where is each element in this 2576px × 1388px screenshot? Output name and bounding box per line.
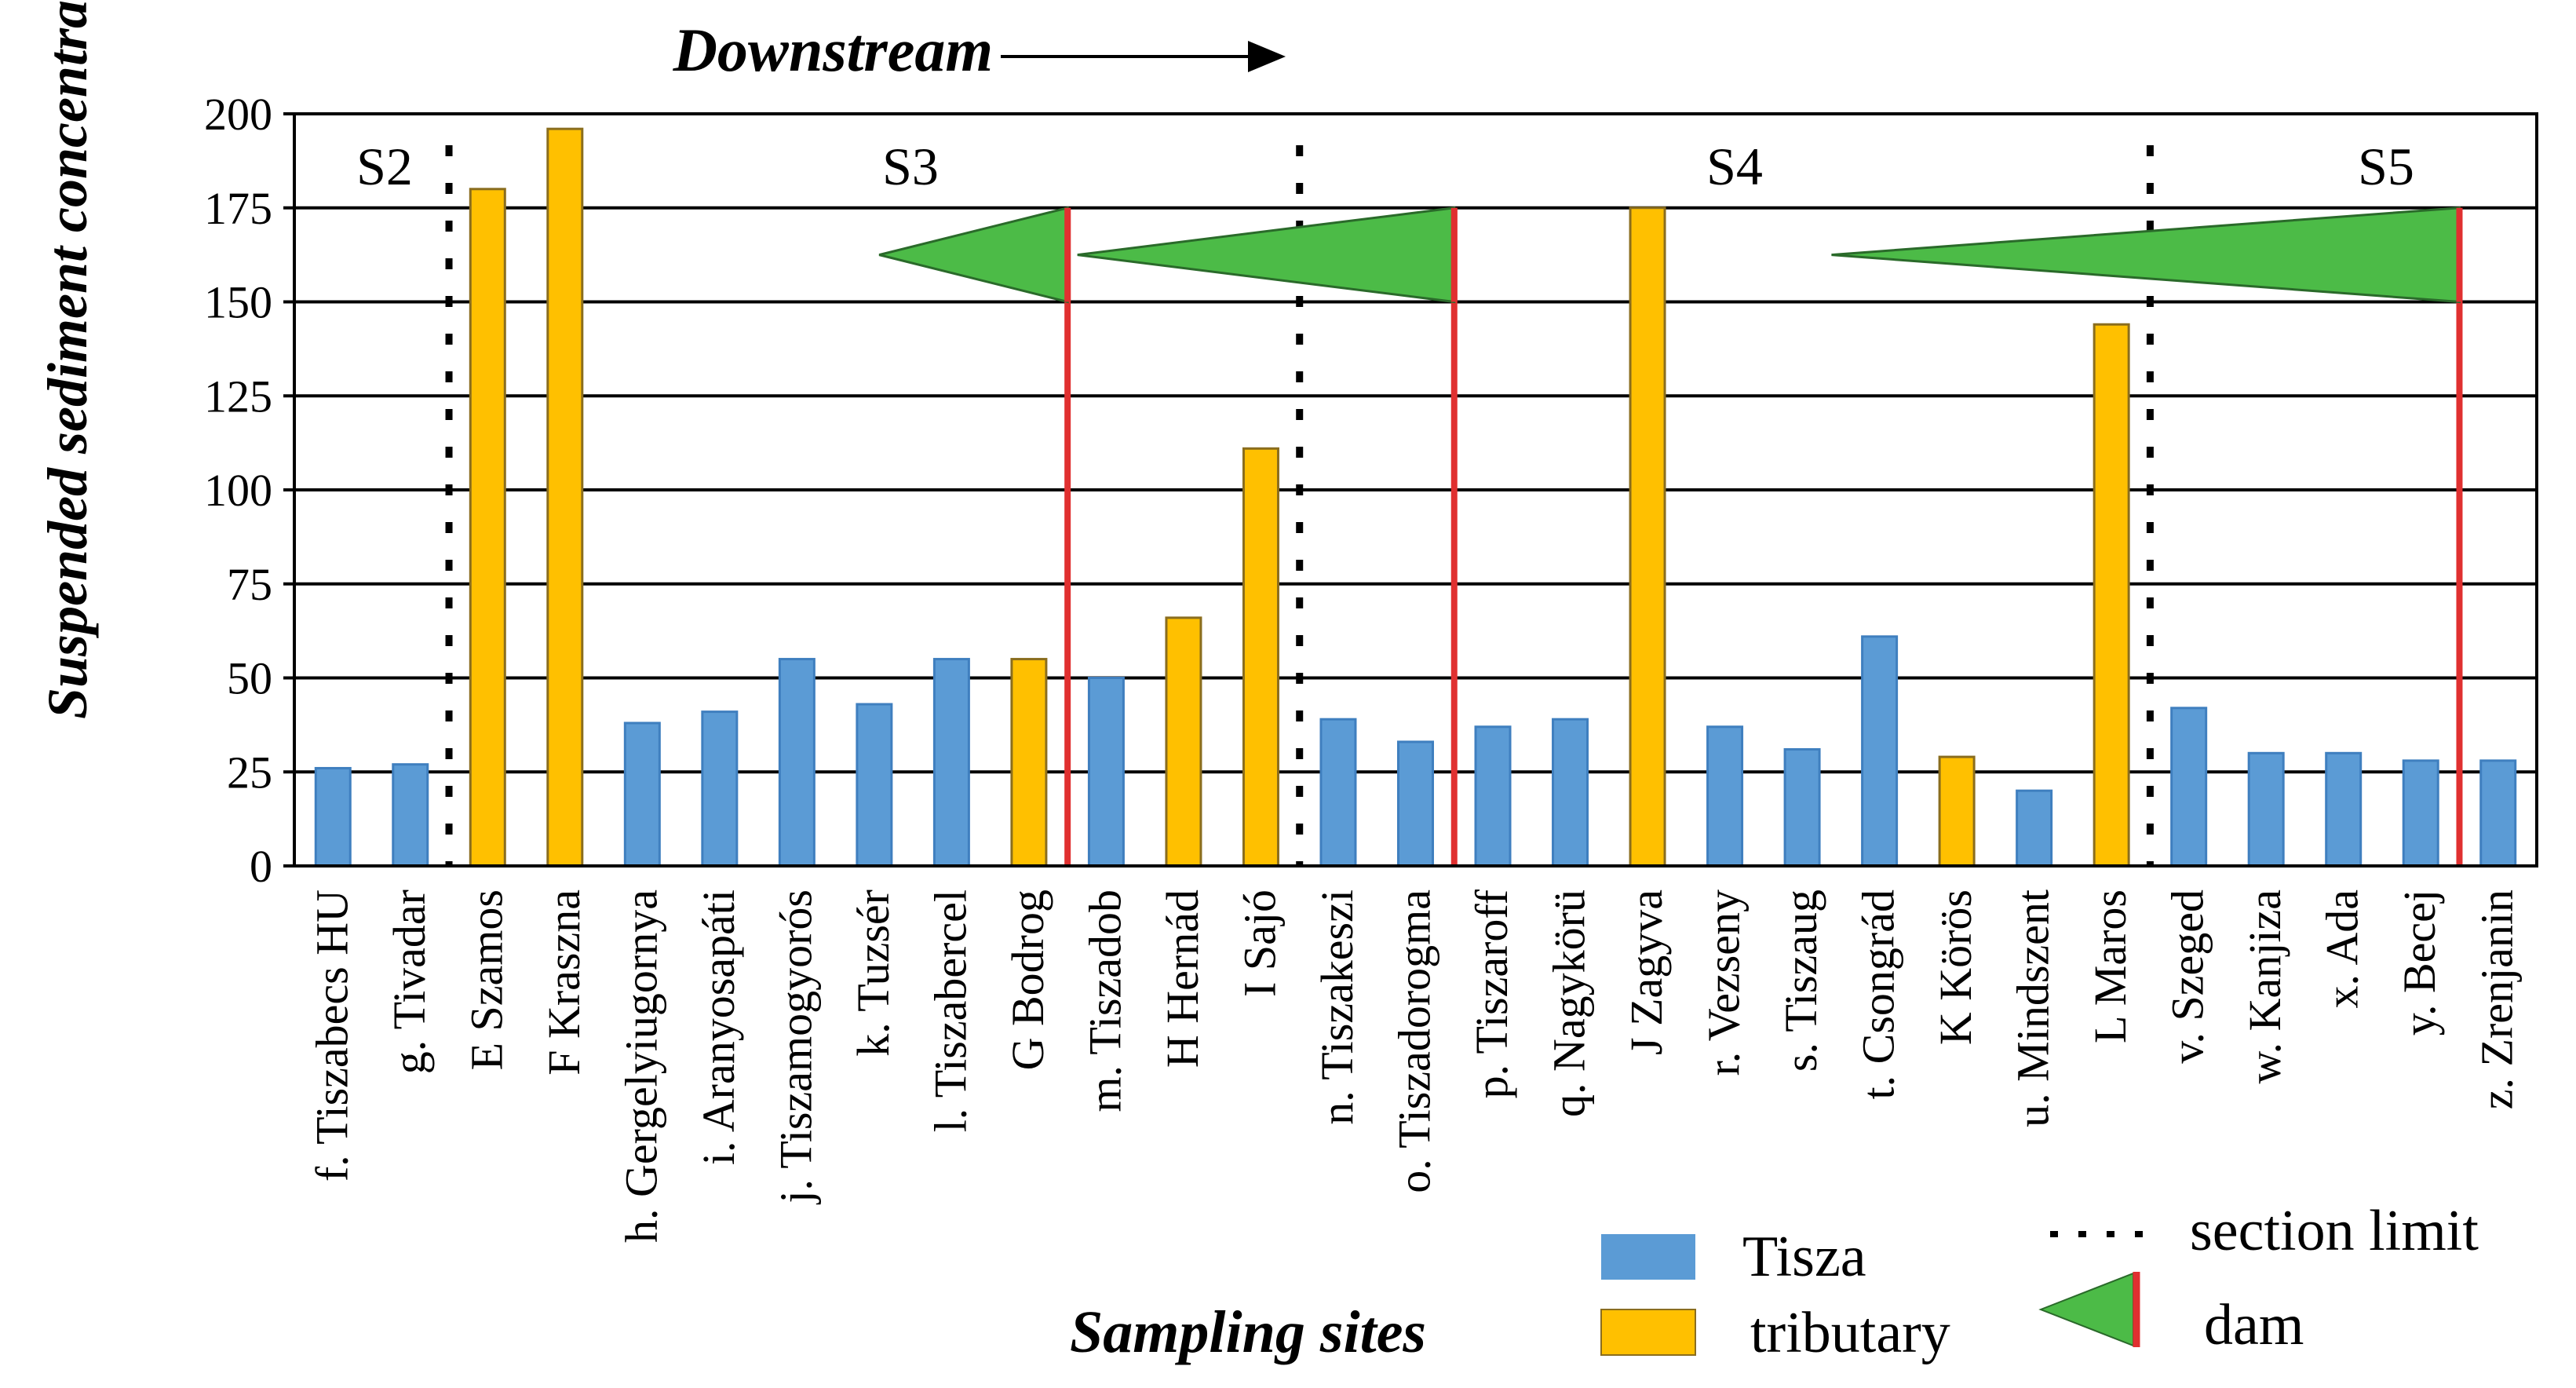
bar-tributary (2093, 323, 2130, 868)
x-tick-label: o. Tiszadorogma (1389, 889, 1440, 1193)
x-axis-title: Sampling sites (1070, 1299, 1426, 1365)
dam-triangle (1831, 206, 2461, 304)
bar-tributary (1010, 658, 1048, 868)
bar-tisza (1552, 718, 1589, 868)
x-tick-label: H Hernád (1157, 889, 1208, 1068)
y-tick-label: 75 (227, 559, 272, 610)
x-tick-label: E Szamos (461, 889, 512, 1070)
bar-tisza (1861, 635, 1899, 868)
section-and-dam-overlays (445, 145, 2463, 866)
x-tick-label: p. Tiszaroff (1466, 889, 1517, 1098)
bar-tisza (623, 721, 661, 868)
legend-label-section-limit: section limit (2190, 1199, 2479, 1263)
legend-swatch-tributary (1600, 1309, 1696, 1356)
bar-tisza (392, 763, 429, 868)
bar-tisza (932, 658, 970, 868)
legend-swatch-tisza (1601, 1234, 1695, 1280)
bar-tisza (701, 710, 739, 868)
bar-tisza (1087, 677, 1125, 868)
bar-tributary (469, 188, 506, 868)
gridlines (283, 112, 2537, 868)
x-tick-label: x. Ada (2317, 889, 2368, 1008)
plot-frame (293, 112, 2538, 868)
x-tick-label: u. Mindszent (2008, 889, 2059, 1127)
x-tick-label: t. Csongrád (1853, 889, 1904, 1099)
bar-tisza (856, 703, 893, 868)
bar-tisza (2479, 759, 2517, 868)
section-label-s2: S2 (356, 137, 413, 196)
downstream-label: Downstream (673, 16, 993, 84)
x-tick-label: l. Tiszabercel (925, 889, 976, 1132)
x-tick-label: m. Tiszadob (1079, 889, 1130, 1112)
x-tick-label: I Sajó (1234, 889, 1285, 997)
x-tick-label: r. Vezseny (1698, 889, 1750, 1076)
bar-tisza (2170, 707, 2208, 868)
legend: Tisza tributary section limit dam (1600, 1199, 2479, 1365)
y-tick-label: 200 (204, 89, 272, 140)
x-tick-label: K Körös (1930, 889, 1981, 1045)
legend-label-tributary: tributary (1750, 1301, 1950, 1365)
y-tick-labels: 0 25 50 75 100 125 150 175 200 (204, 89, 272, 892)
bar-tisza (1319, 718, 1357, 868)
bar-tisza (778, 658, 815, 868)
x-tick-label: F Kraszna (538, 889, 589, 1076)
y-tick-label: 25 (227, 747, 272, 798)
x-tick-label: w. Kanjiza (2239, 889, 2290, 1083)
y-tick-label: 125 (204, 371, 272, 422)
x-tick-label: z. Zrenjanin (2472, 889, 2523, 1109)
x-tick-label: L Maros (2085, 889, 2136, 1043)
bar-tisza (2247, 751, 2285, 868)
bar-tributary (546, 127, 584, 868)
bar-tisza (2402, 759, 2439, 868)
section-label-s3: S3 (882, 137, 939, 196)
y-tick-label: 0 (250, 841, 272, 892)
bar-tributary (1242, 447, 1279, 868)
bar-tributary (1938, 755, 1976, 868)
bar-tisza (1783, 748, 1821, 868)
bar-tisza (1397, 740, 1434, 868)
y-axis-title: Suspended sediment concentration (g/m3) (34, 0, 99, 719)
bar-tisza (314, 766, 352, 868)
x-tick-label: v. Szeged (2162, 889, 2213, 1064)
y-tick-label: 100 (204, 465, 272, 516)
bar-tisza (1474, 725, 1512, 868)
bar-tributary (1165, 616, 1202, 868)
x-tick-label: J Zagyva (1621, 889, 1672, 1055)
legend-label-tisza: Tisza (1742, 1225, 1866, 1289)
section-label-s5: S5 (2358, 137, 2414, 196)
section-label-s4: S4 (1706, 137, 1763, 196)
y-tick-label: 175 (204, 183, 272, 234)
bar-tributary (1629, 206, 1666, 868)
x-tick-label: k. Tuzsér (848, 889, 899, 1057)
legend-label-dam: dam (2204, 1293, 2304, 1357)
x-tick-label: i. Aranyosapáti (693, 889, 744, 1165)
bar-tisza (1706, 725, 1744, 868)
bar-tisza (2325, 751, 2363, 868)
bar-tisza (2016, 789, 2053, 868)
y-tick-label: 150 (204, 277, 272, 328)
x-tick-label: h. Gergelyiugornya (615, 889, 666, 1243)
x-tick-labels: f. Tiszabecs HU g. Tivadar E Szamos F Krasz… (306, 889, 2522, 1243)
dam-triangle (878, 206, 1069, 304)
x-tick-label: G Bodrog (1002, 889, 1053, 1070)
bars (314, 127, 2517, 868)
x-tick-label: n. Tiszakeszi (1312, 889, 1363, 1125)
x-tick-label: f. Tiszabecs HU (306, 889, 357, 1182)
legend-dam-triangle (2038, 1272, 2134, 1347)
x-tick-label: q. Nagykörü (1544, 889, 1595, 1117)
x-tick-label: g. Tivadar (384, 889, 435, 1074)
x-tick-label: y. Becej (2394, 889, 2445, 1036)
x-tick-label: j. Tiszamogyorós (770, 889, 821, 1205)
dam-triangle (1077, 206, 1456, 304)
x-tick-label: s. Tiszaug (1775, 889, 1826, 1072)
y-tick-label: 50 (227, 653, 272, 704)
